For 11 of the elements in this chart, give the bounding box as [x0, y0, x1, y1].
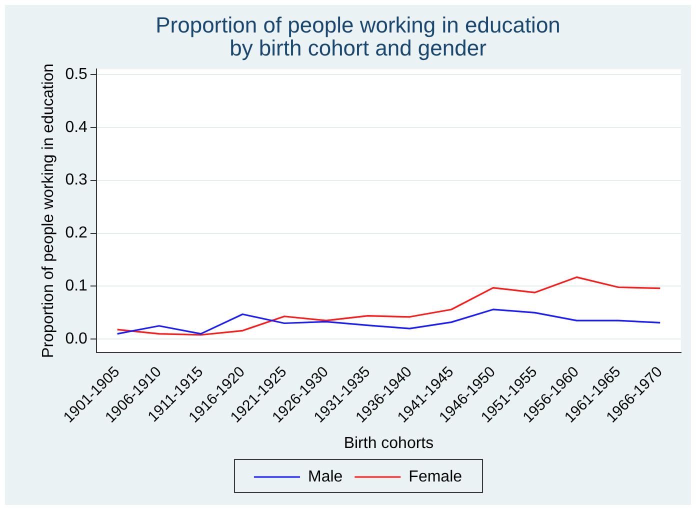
- y-tick-label: 0.4: [65, 118, 88, 136]
- y-tick-label: 0.3: [65, 172, 88, 189]
- legend-label: Male: [308, 468, 343, 486]
- legend-label: Female: [408, 468, 462, 486]
- y-tick-label: 0.2: [65, 224, 88, 242]
- y-tick-label: 0.0: [65, 330, 88, 348]
- y-axis-title: Proportion of people working in education: [40, 64, 58, 358]
- x-axis-title: Birth cohorts: [344, 434, 434, 452]
- text: Proportion of people working in education: [156, 12, 560, 38]
- y-tick-label: 0.5: [65, 66, 88, 83]
- y-tick-label: 0.1: [65, 278, 88, 295]
